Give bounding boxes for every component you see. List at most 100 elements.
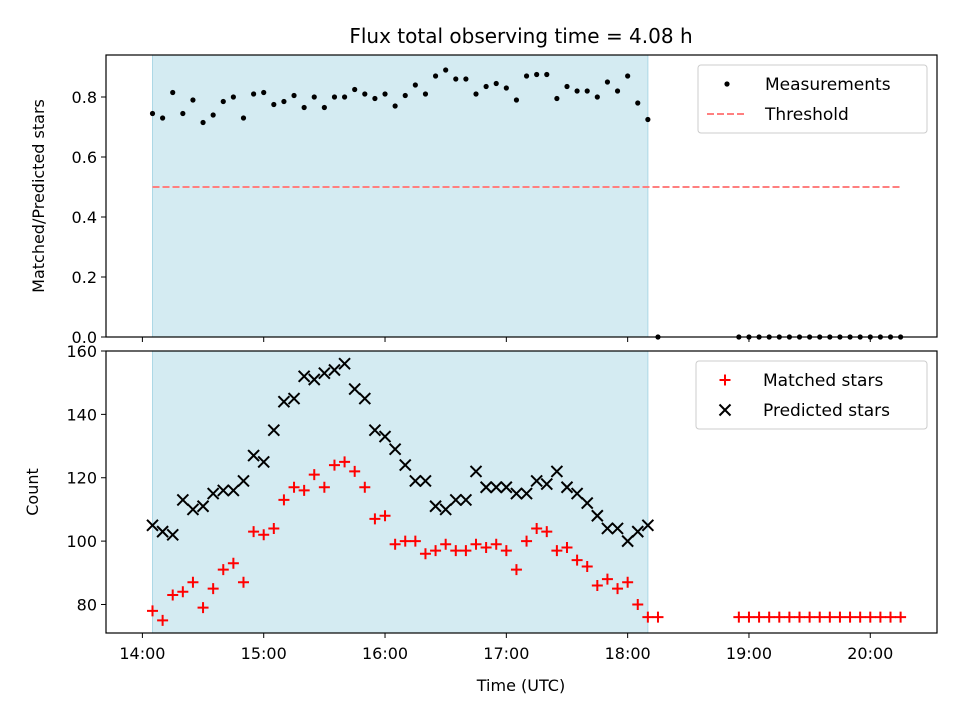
y-tick-label: 0.0 xyxy=(72,328,97,347)
measurement-point xyxy=(210,112,216,118)
measurement-point xyxy=(261,89,267,96)
matched-star-point xyxy=(349,465,361,477)
y-axis-label: Count xyxy=(23,468,42,516)
matched-star-point xyxy=(308,469,320,481)
x-tick-label: 19:00 xyxy=(726,644,772,663)
matched-star-point xyxy=(359,481,371,493)
axes-frame xyxy=(105,350,938,634)
predicted-star-point xyxy=(146,519,159,532)
y-tick-label: 120 xyxy=(66,469,97,488)
measurement-point xyxy=(422,91,429,97)
series-matched-stars xyxy=(147,456,907,626)
matched-star-point xyxy=(834,611,846,623)
y-tick-label: 140 xyxy=(66,405,97,424)
predicted-star-point xyxy=(581,496,594,510)
predicted-star-point xyxy=(287,392,301,405)
matched-star-point xyxy=(854,611,866,623)
matched-star-point xyxy=(268,522,280,534)
measurement-point xyxy=(473,91,479,97)
matched-star-point xyxy=(581,560,593,572)
matched-star-point xyxy=(521,535,533,547)
measurement-point xyxy=(352,86,358,93)
matched-star-point xyxy=(601,573,613,585)
predicted-star-point xyxy=(328,363,341,377)
measurement-point xyxy=(443,67,449,73)
matched-star-point xyxy=(227,557,239,569)
matched-star-point xyxy=(864,611,876,623)
y-axis-label: Matched/Predicted stars xyxy=(29,99,48,293)
measurement-point xyxy=(513,97,520,103)
predicted-star-point xyxy=(459,493,473,507)
predicted-star-point xyxy=(550,465,564,478)
matched-star-point xyxy=(177,586,189,598)
matched-star-point xyxy=(743,611,755,623)
matched-star-point xyxy=(622,576,634,588)
matched-star-point xyxy=(642,611,654,623)
chart-title: Flux total observing time = 4.08 h xyxy=(349,24,692,48)
predicted-star-point xyxy=(641,519,655,532)
measurement-point xyxy=(645,116,651,123)
matched-star-point xyxy=(328,459,340,471)
matched-star-point xyxy=(480,541,492,553)
predicted-star-point xyxy=(277,395,291,408)
measurement-point xyxy=(200,119,206,126)
measurement-point xyxy=(392,103,398,109)
predicted-star-point xyxy=(297,370,311,383)
measurement-point xyxy=(311,94,317,100)
legend-label: Predicted stars xyxy=(763,401,890,421)
measurement-point xyxy=(432,73,439,79)
x-tick-label: 20:00 xyxy=(847,644,893,663)
measurement-point xyxy=(493,80,499,87)
measurement-point xyxy=(503,85,509,91)
measurement-point xyxy=(554,95,560,102)
matched-star-point xyxy=(237,576,249,588)
matched-star-point xyxy=(874,611,886,623)
legend-marker-plus xyxy=(719,374,731,386)
predicted-star-point xyxy=(166,528,179,541)
predicted-star-point xyxy=(388,443,402,456)
matched-star-point xyxy=(500,545,512,557)
matched-star-point xyxy=(157,614,169,626)
y-tick-label: 0.2 xyxy=(72,268,97,287)
legend: Matched stars Predicted stars xyxy=(695,360,928,430)
matched-star-point xyxy=(753,611,765,623)
measurement-point xyxy=(453,76,459,82)
predicted-star-point xyxy=(611,522,624,535)
matched-star-point xyxy=(399,535,411,547)
measurement-point xyxy=(564,83,570,90)
predicted-star-point xyxy=(247,449,260,462)
matched-star-point xyxy=(612,583,624,595)
panel-1: 0.0 0.2 0.4 0.6 0.8 Matched/Predicted stars Me… xyxy=(29,54,938,347)
matched-star-point xyxy=(510,564,522,576)
measurement-point xyxy=(180,110,186,117)
predicted-star-point xyxy=(368,424,382,437)
measurement-point xyxy=(614,88,621,94)
panel-data xyxy=(146,357,907,626)
measurement-point xyxy=(271,101,277,108)
predicted-star-point xyxy=(267,424,281,437)
matched-star-point xyxy=(571,554,583,566)
predicted-star-point xyxy=(560,481,574,494)
predicted-star-point xyxy=(500,481,513,494)
measurement-point xyxy=(321,104,327,111)
measurement-point xyxy=(170,89,176,96)
matched-star-point xyxy=(389,538,401,550)
measurement-point xyxy=(341,94,348,100)
matched-star-point xyxy=(814,611,826,623)
y-tick-label: 0.6 xyxy=(72,148,97,167)
matched-star-point xyxy=(884,611,896,623)
matched-star-point xyxy=(258,529,270,541)
matched-star-point xyxy=(895,611,907,623)
measurement-point xyxy=(402,92,408,99)
predicted-star-point xyxy=(318,366,331,380)
legend-label: Threshold xyxy=(764,105,849,125)
matched-star-point xyxy=(773,611,785,623)
predicted-star-point xyxy=(399,458,412,472)
predicted-star-point xyxy=(186,503,200,516)
matched-star-point xyxy=(369,513,381,525)
y-tick-label: 80 xyxy=(77,595,97,614)
matched-star-point xyxy=(197,602,209,614)
matched-star-point xyxy=(591,579,603,591)
matched-star-point xyxy=(318,481,330,493)
axes-frame xyxy=(105,54,938,338)
